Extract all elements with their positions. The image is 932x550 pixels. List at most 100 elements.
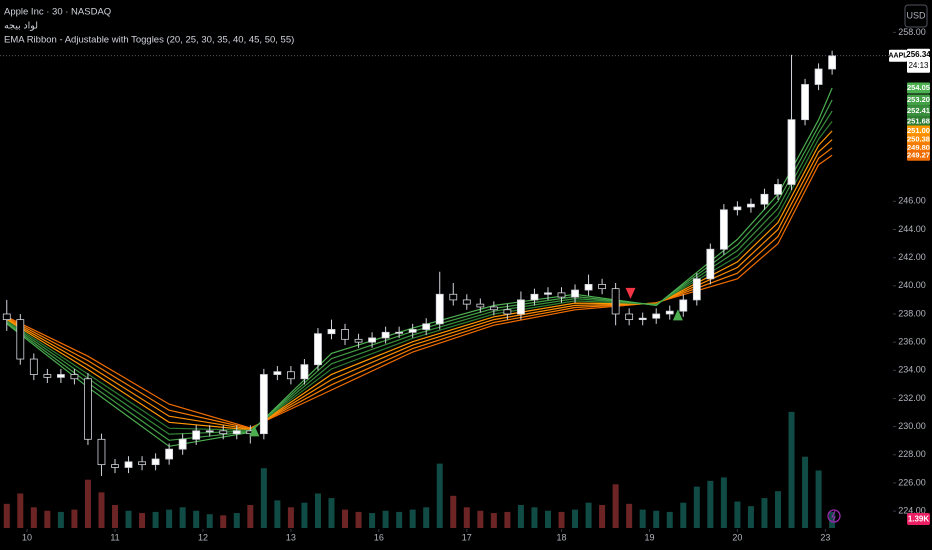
candle-body xyxy=(530,293,539,301)
x-tick-label: 18 xyxy=(556,532,566,542)
volume-bar xyxy=(639,509,646,528)
volume-bar xyxy=(436,463,443,528)
candle-body xyxy=(2,313,11,321)
countdown: 24:13 xyxy=(908,61,929,70)
y-tick-label: 230.00 xyxy=(898,421,926,431)
y-tick-label: 224.00 xyxy=(898,505,926,515)
currency-box[interactable] xyxy=(904,4,928,28)
candle-body xyxy=(124,461,133,468)
candle-body xyxy=(489,306,498,311)
last-price-box xyxy=(907,48,930,73)
volume-bar xyxy=(206,514,213,528)
x-tick-label: 11 xyxy=(110,532,119,542)
volume-bar xyxy=(260,468,267,528)
volume-bar xyxy=(707,480,714,528)
volume-bar xyxy=(355,511,362,528)
volume-bar xyxy=(829,512,836,528)
volume-bar xyxy=(139,513,146,528)
volume-bar xyxy=(558,511,565,528)
candle-body xyxy=(814,68,823,85)
volume-bar xyxy=(490,513,497,528)
candle-layer xyxy=(2,50,837,476)
volume-bar xyxy=(382,510,389,528)
candle-body xyxy=(273,371,282,375)
candle-body xyxy=(97,438,106,466)
x-tick-label: 23 xyxy=(820,532,830,542)
candle-body xyxy=(517,299,525,315)
candle-body xyxy=(760,193,769,205)
candle-body xyxy=(706,248,715,280)
candle-body xyxy=(29,358,38,375)
y-tick-label: 234.00 xyxy=(898,365,926,375)
volume-bar xyxy=(720,477,727,528)
candle-body xyxy=(774,184,782,195)
volume-bar xyxy=(734,501,741,528)
currency[interactable]: USD xyxy=(906,10,926,20)
volume-bar xyxy=(71,509,78,528)
symbol-label: AAPL xyxy=(888,53,908,60)
volume-bar xyxy=(612,484,619,528)
candle-body xyxy=(625,313,634,321)
candle-body xyxy=(476,303,485,308)
candle-body xyxy=(828,55,837,70)
signal-marker xyxy=(672,309,683,321)
candle-body xyxy=(665,310,674,315)
signal-marker xyxy=(625,287,636,299)
candle-body xyxy=(287,371,295,380)
volume-bar xyxy=(179,507,186,528)
volume-bar xyxy=(301,502,308,528)
candle-body xyxy=(733,206,742,211)
x-tick-label: 19 xyxy=(644,532,654,542)
chart-title: Apple Inc · 30 · NASDAQ xyxy=(4,7,111,18)
volume-bar xyxy=(531,507,538,528)
volume-bar xyxy=(599,505,606,528)
volume-bar xyxy=(788,411,795,528)
candle-body xyxy=(381,331,390,339)
y-tick-label: 246.00 xyxy=(898,196,926,206)
y-tick-label: 228.00 xyxy=(898,449,926,459)
volume-bar xyxy=(112,505,119,528)
volume-bar xyxy=(572,509,579,528)
ema-value-label: 250.38 xyxy=(907,135,930,144)
volume-bar xyxy=(30,507,37,528)
volume-bar xyxy=(463,507,470,528)
candle-body xyxy=(314,333,322,366)
candle-body xyxy=(395,331,404,334)
ema-value-label: 252.41 xyxy=(907,106,930,115)
candle-body xyxy=(652,313,661,319)
volume-bar xyxy=(774,491,781,528)
x-tick-label: 13 xyxy=(286,532,296,542)
volume-bar xyxy=(3,503,10,528)
candle-body xyxy=(341,329,349,340)
candle-body xyxy=(84,378,92,440)
volume-bar xyxy=(409,509,416,528)
ema-value-box xyxy=(907,115,930,127)
indicator-label[interactable]: EMA Ribbon - Adjustable with Toggles (20… xyxy=(4,35,294,46)
volume-bar xyxy=(328,498,335,528)
y-tick-label: 258.00 xyxy=(898,27,926,37)
y-tick-label: 244.00 xyxy=(898,224,926,234)
volume-label: 1.39K xyxy=(908,515,930,524)
volume-bar xyxy=(504,511,511,528)
ema-value-label: 249.80 xyxy=(907,143,930,152)
chart-subtitle: لواد بيجه xyxy=(4,21,38,32)
candle-body xyxy=(544,292,552,295)
candle-body xyxy=(584,284,593,291)
candle-body xyxy=(16,319,25,360)
candle-body xyxy=(165,448,174,460)
volume-bar xyxy=(98,492,105,528)
candle-body xyxy=(43,374,52,378)
candle-body xyxy=(571,289,579,298)
candle-body xyxy=(679,299,688,312)
volume-bar xyxy=(17,493,24,528)
last-price-label: 256.34 xyxy=(906,50,931,59)
volume-bar xyxy=(802,456,809,528)
candle-body xyxy=(219,430,228,435)
y-tick-label: 232.00 xyxy=(898,393,926,403)
x-tick-label: 17 xyxy=(462,532,472,542)
volume-bar xyxy=(342,509,349,528)
volume-bar xyxy=(220,515,227,528)
candle-body xyxy=(449,293,458,301)
event-icon[interactable] xyxy=(827,509,841,523)
